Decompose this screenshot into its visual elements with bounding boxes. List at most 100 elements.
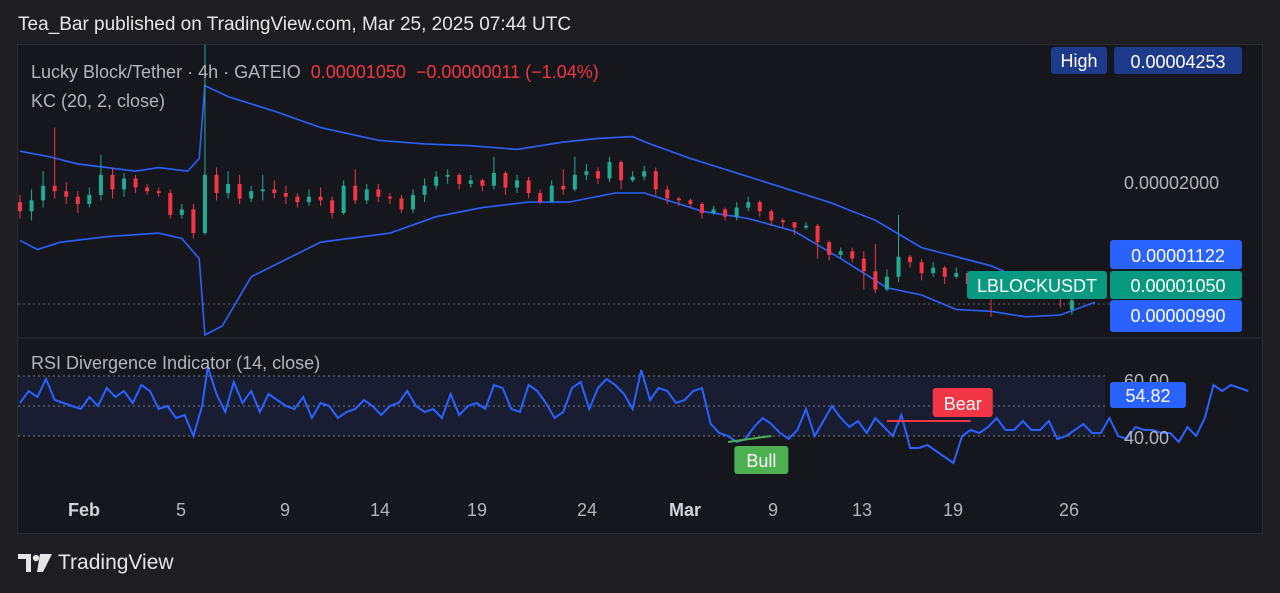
candle bbox=[699, 202, 704, 219]
candle bbox=[341, 180, 346, 215]
candle bbox=[480, 178, 485, 192]
candle bbox=[515, 174, 520, 194]
rsi-current-value: 54.82 bbox=[1125, 386, 1170, 406]
candle-body bbox=[804, 225, 809, 228]
candle-body bbox=[954, 273, 959, 277]
bear-label: Bear bbox=[944, 394, 982, 414]
candle bbox=[884, 269, 889, 292]
candle-body bbox=[873, 271, 878, 290]
x-tick-label: 13 bbox=[852, 500, 872, 520]
candle-body bbox=[75, 196, 80, 204]
high-value-box bbox=[1114, 47, 1242, 74]
candle-body bbox=[214, 174, 219, 194]
x-tick-label: 24 bbox=[577, 500, 597, 520]
candle bbox=[595, 167, 600, 184]
keltner-bands bbox=[19, 84, 1096, 337]
candle-body bbox=[295, 196, 300, 203]
last-value: 0.00001050 bbox=[1130, 276, 1225, 296]
candle bbox=[711, 205, 716, 215]
candle-body bbox=[110, 174, 115, 190]
candle bbox=[491, 156, 496, 190]
candle bbox=[734, 202, 739, 221]
candle-body bbox=[272, 189, 277, 194]
candle-body bbox=[561, 185, 566, 190]
candle bbox=[873, 244, 878, 294]
bull-divergence-line bbox=[727, 435, 772, 443]
candle-body bbox=[249, 191, 254, 199]
candle-body bbox=[260, 189, 265, 192]
candle-body bbox=[653, 171, 658, 190]
candle-body bbox=[480, 180, 485, 186]
candle-body bbox=[769, 211, 774, 221]
x-tick-label: 5 bbox=[176, 500, 186, 520]
candle-body bbox=[607, 162, 612, 179]
candle bbox=[52, 127, 57, 199]
candle-body bbox=[179, 209, 184, 215]
candle-body bbox=[584, 171, 589, 175]
candle bbox=[202, 45, 207, 235]
candle bbox=[468, 174, 473, 188]
candle-body bbox=[330, 200, 335, 214]
candle bbox=[387, 193, 392, 204]
candle-body bbox=[815, 225, 820, 243]
candle-body bbox=[98, 174, 103, 195]
lower-band-box bbox=[1110, 300, 1242, 332]
candle-body bbox=[515, 180, 520, 188]
candle-body bbox=[156, 191, 161, 194]
candle-body bbox=[595, 171, 600, 179]
candle-body bbox=[468, 180, 473, 184]
candle bbox=[931, 262, 936, 277]
candle-body bbox=[133, 178, 138, 188]
candle-body bbox=[411, 194, 416, 210]
candle-body bbox=[202, 174, 207, 234]
candle-body bbox=[434, 176, 439, 186]
candle-body bbox=[711, 209, 716, 214]
candle bbox=[318, 187, 323, 206]
candle bbox=[41, 171, 46, 208]
candle-body bbox=[283, 193, 288, 197]
candle-body bbox=[422, 185, 427, 195]
candle-body bbox=[64, 191, 69, 197]
candle bbox=[827, 240, 832, 261]
symbol-legend[interactable]: Lucky Block/Tether · 4h · GATEIO 0.00001… bbox=[31, 62, 599, 83]
candle-body bbox=[919, 262, 924, 274]
candle-body bbox=[457, 174, 462, 184]
x-tick-label: 26 bbox=[1059, 500, 1079, 520]
price-change: −0.00000011 (−1.04%) bbox=[415, 62, 599, 82]
candle-body bbox=[387, 196, 392, 199]
candle bbox=[549, 180, 554, 203]
candle-body bbox=[792, 222, 797, 228]
candle bbox=[503, 171, 508, 195]
kc-legend[interactable]: KC (20, 2, close) bbox=[31, 91, 166, 111]
candle-body bbox=[29, 200, 34, 212]
candle bbox=[780, 218, 785, 228]
axes: Feb 5 9 14 19 24 Mar 9 13 19 26 bbox=[68, 500, 1079, 520]
candle bbox=[572, 156, 577, 192]
candle bbox=[746, 196, 751, 212]
candle-body bbox=[676, 198, 681, 201]
candle-body bbox=[168, 193, 173, 215]
rsi-tick-40: 40.00 bbox=[1124, 428, 1169, 448]
candle-body bbox=[341, 185, 346, 214]
candle-body bbox=[376, 189, 381, 197]
candle-body bbox=[699, 203, 704, 214]
last-price: 0.00001050 bbox=[310, 62, 406, 82]
high-value: 0.00004253 bbox=[1130, 52, 1225, 72]
tradingview-brand[interactable]: TradingView bbox=[18, 551, 174, 575]
candle bbox=[411, 189, 416, 214]
price-labels: High 0.00004253 0.00002000 0.00001122 LBLOCK… bbox=[967, 47, 1242, 332]
candle bbox=[353, 169, 358, 204]
candle-body bbox=[52, 185, 57, 192]
grid-lines bbox=[18, 303, 1262, 339]
candle-body bbox=[642, 171, 647, 177]
x-tick-label: Feb bbox=[68, 500, 100, 520]
rsi-legend[interactable]: RSI Divergence Indicator (14, close) bbox=[31, 353, 321, 373]
tradingview-logo-icon bbox=[18, 554, 52, 572]
upper-band-value: 0.00001122 bbox=[1131, 246, 1225, 266]
candle bbox=[815, 223, 820, 259]
candle bbox=[908, 254, 913, 268]
candle bbox=[98, 154, 103, 201]
publisher-caption: Tea_Bar published on TradingView.com, Ma… bbox=[18, 14, 572, 35]
